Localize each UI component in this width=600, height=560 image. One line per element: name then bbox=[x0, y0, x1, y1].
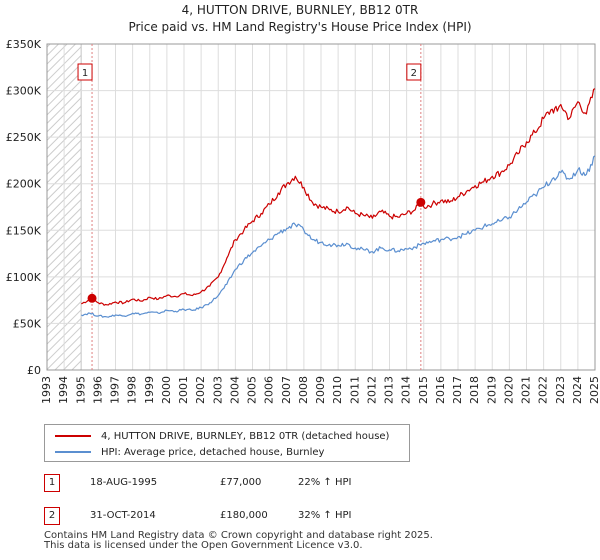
x-tick-label: 1999 bbox=[143, 376, 156, 404]
hpi-line bbox=[81, 155, 596, 318]
x-tick-label: 2012 bbox=[365, 376, 378, 404]
x-tick-label: 2010 bbox=[331, 376, 344, 404]
x-tick-label: 2002 bbox=[194, 376, 207, 404]
sale-label: 2 bbox=[411, 68, 417, 79]
x-tick-label: 2018 bbox=[468, 376, 481, 404]
sale-row: 1 18-AUG-1995 £77,000 22% ↑ HPI bbox=[44, 474, 444, 494]
x-tick-label: 2014 bbox=[400, 376, 413, 404]
legend-swatch-hpi bbox=[55, 451, 91, 453]
x-tick-label: 2011 bbox=[348, 376, 361, 404]
x-tick-label: 1994 bbox=[57, 376, 70, 404]
legend-label-hpi: HPI: Average price, detached house, Burn… bbox=[101, 446, 325, 458]
legend-label-property: 4, HUTTON DRIVE, BURNLEY, BB12 0TR (deta… bbox=[101, 430, 390, 442]
sale-hpi-change: 22% ↑ HPI bbox=[298, 477, 352, 488]
footer-line-2: This data is licensed under the Open Gov… bbox=[44, 540, 363, 551]
legend-item-hpi: HPI: Average price, detached house, Burn… bbox=[55, 444, 324, 460]
legend-item-property: 4, HUTTON DRIVE, BURNLEY, BB12 0TR (deta… bbox=[55, 428, 389, 444]
x-tick-label: 2021 bbox=[520, 376, 533, 404]
x-tick-label: 2006 bbox=[263, 376, 276, 404]
x-tick-label: 2000 bbox=[160, 376, 173, 404]
x-tick-label: 1996 bbox=[91, 376, 104, 404]
sale-date: 18-AUG-1995 bbox=[90, 477, 158, 488]
x-tick-label: 2020 bbox=[502, 376, 515, 404]
y-tick-label: £350K bbox=[6, 38, 42, 51]
y-tick-label: £300K bbox=[6, 85, 42, 98]
chart-title: 4, HUTTON DRIVE, BURNLEY, BB12 0TR bbox=[181, 3, 419, 17]
y-tick-label: £50K bbox=[13, 317, 42, 330]
y-tick-label: £0 bbox=[27, 364, 41, 377]
sale-badge: 2 bbox=[44, 507, 60, 525]
x-tick-label: 2015 bbox=[417, 376, 430, 404]
x-tick-label: 2023 bbox=[554, 376, 567, 404]
sale-hpi-change: 32% ↑ HPI bbox=[298, 510, 352, 521]
x-tick-label: 2003 bbox=[211, 376, 224, 404]
x-tick-label: 2025 bbox=[588, 376, 600, 404]
x-tick-label: 1995 bbox=[74, 376, 87, 404]
sale-price: £180,000 bbox=[220, 510, 268, 521]
x-tick-label: 2004 bbox=[228, 376, 241, 404]
sale-badge: 1 bbox=[44, 474, 60, 492]
property-price-line bbox=[81, 88, 596, 306]
y-tick-label: £200K bbox=[6, 178, 42, 191]
sale-label-box bbox=[406, 63, 422, 81]
sale-label: 1 bbox=[82, 68, 88, 79]
x-tick-label: 1993 bbox=[40, 376, 53, 404]
x-tick-label: 2009 bbox=[314, 376, 327, 404]
x-tick-label: 2007 bbox=[280, 376, 293, 404]
sale-row: 2 31-OCT-2014 £180,000 32% ↑ HPI bbox=[44, 507, 444, 527]
x-tick-label: 2013 bbox=[383, 376, 396, 404]
sale-label-box bbox=[77, 63, 93, 81]
x-tick-label: 2016 bbox=[434, 376, 447, 404]
x-tick-label: 2022 bbox=[537, 376, 550, 404]
x-tick-label: 2005 bbox=[246, 376, 259, 404]
y-tick-label: £250K bbox=[6, 131, 42, 144]
x-tick-label: 2017 bbox=[451, 376, 464, 404]
legend: 4, HUTTON DRIVE, BURNLEY, BB12 0TR (deta… bbox=[44, 424, 410, 462]
chart-subtitle: Price paid vs. HM Land Registry's House … bbox=[128, 20, 472, 34]
x-tick-label: 2019 bbox=[485, 376, 498, 404]
price-chart: £0 £50K £100K £150K £200K £250K £300K £350K 1993… bbox=[6, 38, 600, 404]
footer: Contains HM Land Registry data © Crown c… bbox=[44, 531, 433, 551]
footer-line-1: Contains HM Land Registry data © Crown c… bbox=[44, 530, 433, 541]
x-tick-label: 2024 bbox=[571, 376, 584, 404]
x-tick-label: 2008 bbox=[297, 376, 310, 404]
y-tick-label: £100K bbox=[6, 271, 42, 284]
y-tick-label: £150K bbox=[6, 224, 42, 237]
sale-point bbox=[416, 197, 426, 207]
sale-price: £77,000 bbox=[220, 477, 262, 488]
legend-swatch-property bbox=[55, 435, 91, 437]
x-tick-label: 2001 bbox=[177, 376, 190, 404]
sale-date: 31-OCT-2014 bbox=[90, 510, 156, 521]
plot-border bbox=[46, 43, 596, 371]
x-tick-label: 1997 bbox=[109, 376, 122, 404]
sale-point bbox=[87, 293, 97, 303]
x-tick-label: 1998 bbox=[126, 376, 139, 404]
